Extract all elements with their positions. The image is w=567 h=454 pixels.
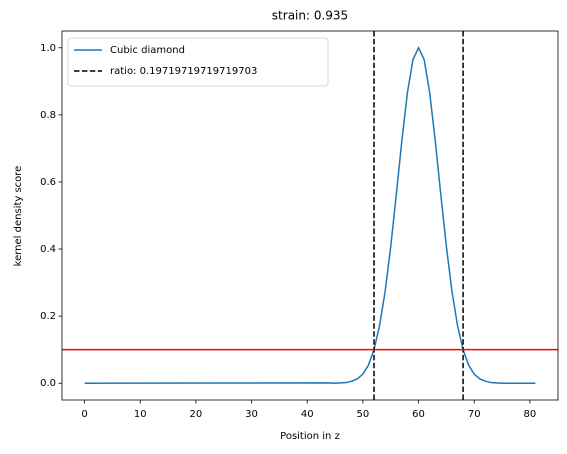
chart-title: strain: 0.935 [272,9,348,23]
y-tick-label: 0.0 [40,378,56,389]
x-axis-label: Position in z [280,431,340,442]
legend-label: Cubic diamond [110,45,185,56]
x-tick-label: 40 [301,409,314,420]
x-tick-label: 10 [134,409,147,420]
legend-box [67,37,329,87]
y-tick-label: 1.0 [40,43,56,54]
x-tick-label: 20 [190,409,203,420]
x-tick-label: 70 [468,409,481,420]
x-tick-label: 50 [357,409,370,420]
x-tick-label: 80 [524,409,537,420]
plot-frame [61,30,559,401]
legend-label: ratio: 0.19719719719719703 [110,66,257,77]
y-tick-label: 0.6 [40,177,56,188]
x-tick-label: 60 [412,409,425,420]
y-axis-label: kernel density score [13,166,24,267]
x-tick-label: 0 [81,409,87,420]
line-series [84,46,536,384]
y-tick-label: 0.8 [40,110,56,121]
y-tick-label: 0.2 [40,311,56,322]
x-tick-label: 30 [245,409,258,420]
y-tick-label: 0.4 [40,244,56,255]
